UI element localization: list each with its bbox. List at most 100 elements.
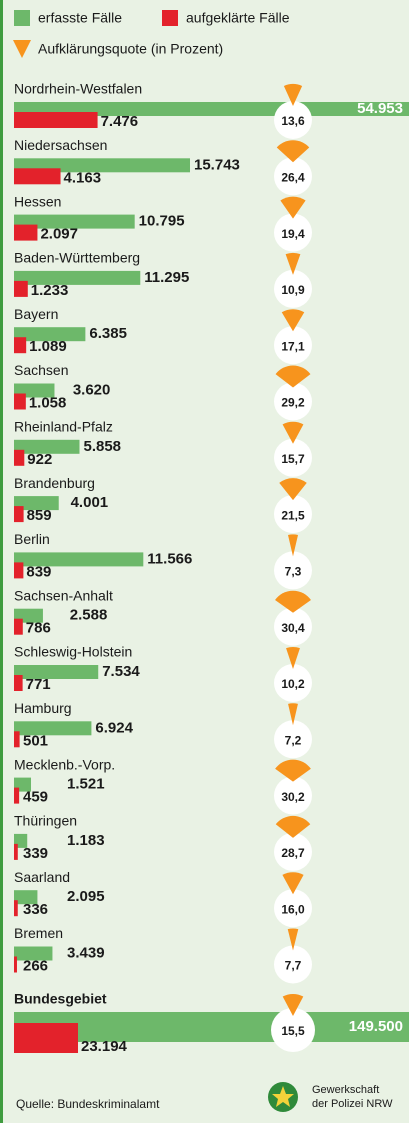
bar-erfasst <box>14 552 144 567</box>
bar-aufgeklaert <box>14 224 38 241</box>
value-label: 1.089 <box>29 338 67 355</box>
bar-aufgeklaert <box>14 506 24 523</box>
quote-disc <box>274 607 312 646</box>
quote-disc <box>274 101 312 139</box>
bar-erfasst <box>14 1012 409 1042</box>
quote-label: 10,2 <box>281 677 305 691</box>
quote-wedge <box>280 196 306 219</box>
quote-disc <box>274 551 312 590</box>
quote-wedge <box>285 252 301 275</box>
bar-erfasst <box>14 721 92 736</box>
value-label: 459 <box>23 789 48 806</box>
value-label: 5.858 <box>83 438 121 455</box>
category-label: Hamburg <box>14 700 72 716</box>
value-label: 2.097 <box>40 226 78 243</box>
logo-star <box>272 1086 294 1107</box>
quote-disc <box>274 664 312 702</box>
value-label: 336 <box>23 901 48 918</box>
quote-label: 15,5 <box>281 1024 305 1038</box>
bar-aufgeklaert <box>14 731 20 748</box>
bar-aufgeklaert <box>14 112 98 128</box>
value-label: 786 <box>26 620 51 637</box>
value-label: 859 <box>27 507 52 524</box>
logo-text: Gewerkschaft <box>312 1084 379 1096</box>
bar-erfasst <box>14 270 141 285</box>
bar-aufgeklaert <box>14 562 24 579</box>
value-label: 1.058 <box>29 394 67 411</box>
quote-label: 28,7 <box>281 846 305 860</box>
quote-wedge <box>283 83 303 106</box>
quote-label: 21,5 <box>281 508 305 522</box>
value-label: 7.534 <box>102 663 140 680</box>
quote-wedge <box>276 140 310 163</box>
value-label: 1.183 <box>67 832 105 849</box>
quote-label: 19,4 <box>281 227 305 241</box>
category-label: Bremen <box>14 925 63 941</box>
quote-wedge <box>275 759 311 782</box>
quote-label: 15,7 <box>281 452 305 466</box>
category-label: Rheinland-Pfalz <box>14 419 113 435</box>
quote-disc <box>271 1008 315 1052</box>
value-label: 501 <box>23 732 48 749</box>
value-label: 3.620 <box>73 381 111 398</box>
value-label: 15.743 <box>194 156 240 173</box>
quote-label: 16,0 <box>281 902 305 916</box>
quote-wedge <box>288 703 298 726</box>
value-label: 1.521 <box>67 776 105 793</box>
border <box>0 0 3 1123</box>
category-label: Bayern <box>14 306 58 322</box>
value-label: 4.163 <box>64 169 102 186</box>
value-label: 7.476 <box>101 113 139 130</box>
bar-aufgeklaert <box>14 337 27 354</box>
value-label: 3.439 <box>67 944 105 961</box>
bar-aufgeklaert <box>14 449 25 466</box>
value-label: 149.500 <box>349 1018 403 1035</box>
bar-aufgeklaert <box>14 787 20 804</box>
bar-erfasst <box>14 439 80 454</box>
quote-wedge <box>287 534 299 557</box>
value-label: 266 <box>23 957 48 974</box>
value-label: 6.385 <box>89 325 127 342</box>
quote-disc <box>274 326 312 365</box>
bar-aufgeklaert <box>14 280 28 297</box>
quote-disc <box>274 720 312 759</box>
bar-aufgeklaert <box>14 900 18 917</box>
category-label: Nordrhein-Westfalen <box>14 81 142 97</box>
quote-wedge <box>286 647 300 669</box>
value-label: 922 <box>27 451 52 468</box>
quote-disc <box>274 945 312 984</box>
legend-swatch <box>14 10 30 26</box>
bar-aufgeklaert <box>14 618 23 635</box>
legend-label: erfasste Fälle <box>38 10 122 26</box>
value-label: 2.095 <box>67 888 105 905</box>
quote-label: 17,1 <box>281 339 305 353</box>
quote-disc <box>274 213 312 252</box>
category-label: Schleswig-Holstein <box>14 644 132 660</box>
category-label: Berlin <box>14 531 50 547</box>
quote-label: 7,3 <box>285 565 302 579</box>
category-label: Niedersachsen <box>14 137 107 153</box>
category-label: Saarland <box>14 869 70 885</box>
bar-aufgeklaert <box>14 168 61 185</box>
bar-erfasst <box>14 327 86 342</box>
bar-aufgeklaert <box>14 1023 78 1053</box>
quote-disc <box>274 495 312 534</box>
legend-swatch <box>13 40 31 58</box>
quote-wedge <box>281 309 305 332</box>
value-label: 2.588 <box>70 607 108 624</box>
logo-text: der Polizei NRW <box>312 1098 393 1110</box>
quote-wedge <box>275 365 311 388</box>
quote-disc <box>274 269 312 308</box>
category-label: Mecklenb.-Vorp. <box>14 756 115 772</box>
quote-disc <box>274 776 312 815</box>
quote-disc <box>274 832 312 871</box>
quote-label: 30,2 <box>281 790 305 804</box>
bar-erfasst <box>14 946 53 961</box>
quote-wedge <box>282 421 304 444</box>
legend-swatch <box>162 10 178 26</box>
value-label: 11.566 <box>147 550 192 567</box>
value-label: 54.953 <box>357 100 403 117</box>
legend-label: Aufklärungsquote (in Prozent) <box>38 41 223 57</box>
quote-label: 7,7 <box>285 959 302 973</box>
